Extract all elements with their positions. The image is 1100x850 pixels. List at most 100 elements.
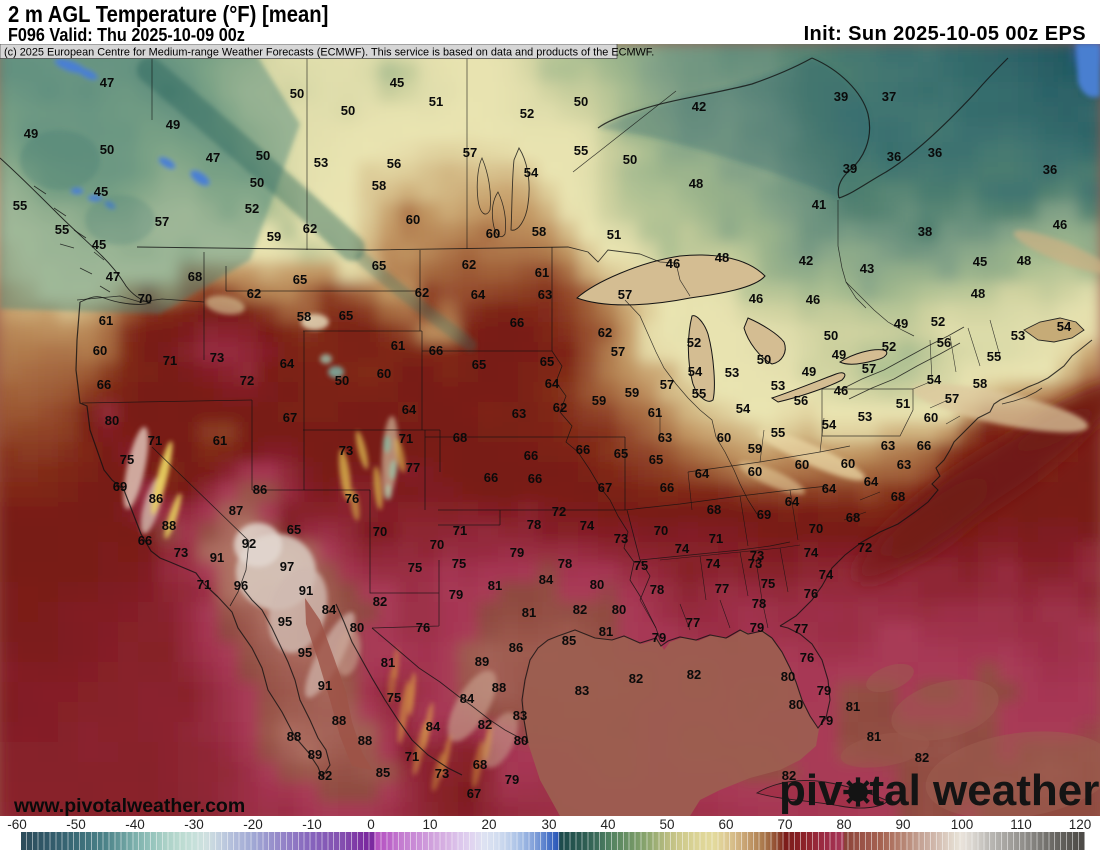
svg-text:86: 86 <box>253 482 267 497</box>
svg-text:79: 79 <box>449 587 463 602</box>
svg-text:81: 81 <box>381 655 395 670</box>
svg-text:73: 73 <box>614 531 628 546</box>
svg-text:53: 53 <box>858 409 872 424</box>
svg-text:88: 88 <box>358 733 372 748</box>
svg-text:62: 62 <box>247 286 261 301</box>
svg-text:67: 67 <box>467 786 481 801</box>
svg-text:72: 72 <box>240 373 254 388</box>
svg-text:60: 60 <box>717 430 731 445</box>
svg-text:80: 80 <box>590 577 604 592</box>
svg-text:77: 77 <box>794 621 808 636</box>
svg-text:68: 68 <box>891 489 905 504</box>
svg-text:54: 54 <box>736 401 751 416</box>
svg-text:57: 57 <box>155 214 169 229</box>
svg-text:53: 53 <box>314 155 328 170</box>
svg-text:60: 60 <box>924 410 938 425</box>
svg-text:83: 83 <box>513 708 527 723</box>
svg-text:79: 79 <box>750 620 764 635</box>
svg-text:60: 60 <box>748 464 762 479</box>
svg-text:73: 73 <box>748 556 762 571</box>
svg-text:63: 63 <box>538 287 552 302</box>
svg-text:71: 71 <box>399 431 413 446</box>
svg-text:62: 62 <box>553 400 567 415</box>
svg-text:75: 75 <box>387 690 401 705</box>
svg-text:55: 55 <box>692 386 706 401</box>
svg-text:57: 57 <box>611 344 625 359</box>
svg-text:60: 60 <box>841 456 855 471</box>
svg-text:74: 74 <box>706 556 721 571</box>
svg-text:63: 63 <box>881 438 895 453</box>
svg-text:81: 81 <box>867 729 881 744</box>
svg-text:66: 66 <box>524 448 538 463</box>
svg-text:64: 64 <box>822 481 837 496</box>
svg-text:66: 66 <box>97 377 111 392</box>
svg-text:51: 51 <box>607 227 621 242</box>
svg-text:84: 84 <box>426 719 441 734</box>
svg-text:65: 65 <box>372 258 386 273</box>
svg-text:71: 71 <box>709 531 723 546</box>
svg-text:43: 43 <box>860 261 874 276</box>
svg-text:57: 57 <box>945 391 959 406</box>
svg-text:64: 64 <box>545 376 560 391</box>
svg-text:53: 53 <box>725 365 739 380</box>
svg-text:91: 91 <box>210 550 224 565</box>
svg-text:52: 52 <box>882 339 896 354</box>
svg-text:49: 49 <box>802 364 816 379</box>
svg-text:76: 76 <box>804 586 818 601</box>
svg-text:64: 64 <box>471 287 486 302</box>
svg-text:76: 76 <box>800 650 814 665</box>
svg-text:65: 65 <box>339 308 353 323</box>
svg-text:49: 49 <box>894 316 908 331</box>
svg-text:42: 42 <box>799 253 813 268</box>
svg-text:61: 61 <box>213 433 227 448</box>
svg-text:48: 48 <box>715 250 729 265</box>
svg-text:80: 80 <box>105 413 119 428</box>
svg-text:78: 78 <box>752 596 766 611</box>
svg-text:64: 64 <box>785 494 800 509</box>
svg-text:54: 54 <box>524 165 539 180</box>
svg-text:51: 51 <box>896 396 910 411</box>
svg-text:59: 59 <box>267 229 281 244</box>
svg-text:80: 80 <box>612 602 626 617</box>
svg-text:64: 64 <box>402 402 417 417</box>
svg-text:41: 41 <box>812 197 826 212</box>
svg-text:88: 88 <box>287 729 301 744</box>
svg-text:70: 70 <box>654 523 668 538</box>
svg-text:47: 47 <box>106 269 120 284</box>
svg-text:72: 72 <box>858 540 872 555</box>
svg-text:84: 84 <box>460 691 475 706</box>
svg-text:82: 82 <box>573 602 587 617</box>
svg-text:61: 61 <box>99 313 113 328</box>
svg-text:48: 48 <box>1017 253 1031 268</box>
svg-text:73: 73 <box>750 548 764 563</box>
svg-text:70: 70 <box>138 291 152 306</box>
svg-text:57: 57 <box>463 145 477 160</box>
svg-text:46: 46 <box>666 256 680 271</box>
svg-text:71: 71 <box>453 523 467 538</box>
svg-text:51: 51 <box>429 94 443 109</box>
svg-text:52: 52 <box>931 314 945 329</box>
svg-text:73: 73 <box>339 443 353 458</box>
svg-text:45: 45 <box>973 254 987 269</box>
svg-text:46: 46 <box>834 383 848 398</box>
svg-text:59: 59 <box>748 441 762 456</box>
svg-text:39: 39 <box>834 89 848 104</box>
svg-text:50: 50 <box>335 373 349 388</box>
svg-text:92: 92 <box>242 536 256 551</box>
svg-text:70: 70 <box>809 521 823 536</box>
svg-text:69: 69 <box>113 479 127 494</box>
svg-text:66: 66 <box>576 442 590 457</box>
svg-text:48: 48 <box>971 286 985 301</box>
svg-text:81: 81 <box>599 624 613 639</box>
svg-text:53: 53 <box>771 378 785 393</box>
svg-text:73: 73 <box>435 766 449 781</box>
svg-text:36: 36 <box>928 145 942 160</box>
svg-text:57: 57 <box>618 287 632 302</box>
svg-text:85: 85 <box>562 633 576 648</box>
svg-text:71: 71 <box>163 353 177 368</box>
svg-text:81: 81 <box>488 578 502 593</box>
svg-text:58: 58 <box>372 178 386 193</box>
svg-text:74: 74 <box>819 567 834 582</box>
svg-text:46: 46 <box>1053 217 1067 232</box>
svg-text:54: 54 <box>822 417 837 432</box>
